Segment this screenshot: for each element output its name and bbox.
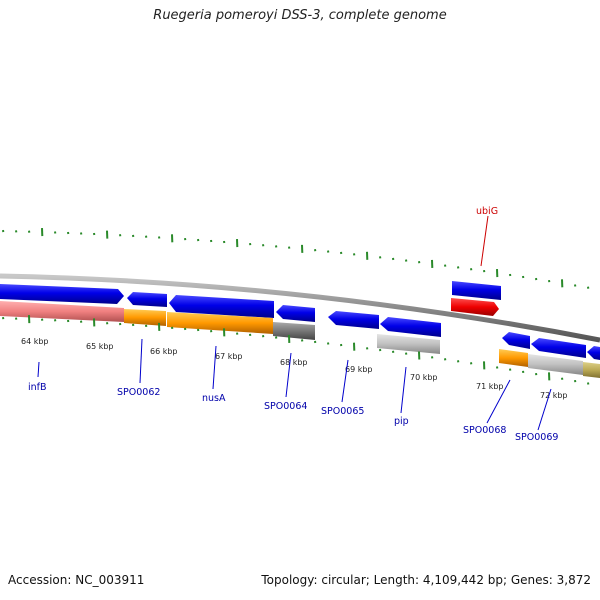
cds-bar [377, 334, 440, 354]
scale-label: 72 kbp [540, 391, 568, 400]
gene-arrow [169, 295, 274, 318]
cds-bar [583, 362, 600, 378]
scale-label: 65 kbp [86, 342, 114, 351]
gene-label-infB: infB [28, 382, 47, 393]
genome-backbone [0, 273, 600, 343]
cds-bar [499, 349, 528, 367]
upper-tick-row [2, 228, 590, 289]
scale-label: 67 kbp [215, 352, 243, 361]
cds-bar [124, 309, 166, 326]
accession-text: Accession: NC_003911 [8, 573, 145, 587]
leader-line [212, 345, 217, 390]
gene-label-nusA: nusA [202, 393, 226, 404]
leader-line [400, 366, 407, 414]
gene-label-SPO0069: SPO0069 [515, 432, 558, 443]
gene-label-SPO0064: SPO0064 [264, 401, 307, 412]
leader-line [285, 352, 292, 398]
gene-arrow [276, 305, 315, 322]
gene-arrow [0, 284, 124, 304]
gene-arrow [380, 317, 441, 337]
cds-bar [167, 312, 273, 334]
leader-line [341, 359, 349, 403]
gene-arrow [502, 332, 530, 349]
lower-tick-row [2, 315, 590, 385]
gene-label-pip: pip [394, 416, 409, 427]
map-title: Ruegeria pomeroyi DSS-3, complete genome [153, 8, 447, 23]
scale-label: 68 kbp [280, 358, 308, 367]
gene-arrow [452, 281, 501, 300]
scale-label: 69 kbp [345, 365, 373, 374]
cds-bar [0, 301, 124, 322]
scale-label: 71 kbp [476, 382, 504, 391]
topology-summary: Topology: circular; Length: 4,109,442 bp… [261, 573, 591, 587]
gene-arrow-ubiG [451, 298, 499, 316]
gene-label-ubiG: ubiG [476, 206, 498, 217]
gene-label-SPO0062: SPO0062 [117, 387, 160, 398]
scale-label: 66 kbp [150, 347, 178, 356]
gene-label-SPO0068: SPO0068 [463, 425, 506, 436]
cds-bar [273, 322, 315, 340]
scale-label: 70 kbp [410, 373, 438, 382]
leader-line [537, 388, 552, 431]
cds-bar [528, 354, 583, 375]
leader-line [486, 379, 511, 424]
scale-label: 64 kbp [21, 337, 49, 346]
leader-line [37, 361, 40, 378]
leader-line-ubiG [480, 215, 489, 267]
gene-arrow [587, 346, 600, 360]
gene-label-SPO0065: SPO0065 [321, 406, 364, 417]
gene-arrow [328, 311, 379, 329]
gene-arrow [531, 338, 586, 358]
leader-line [139, 338, 143, 384]
gene-arrow [127, 292, 167, 307]
